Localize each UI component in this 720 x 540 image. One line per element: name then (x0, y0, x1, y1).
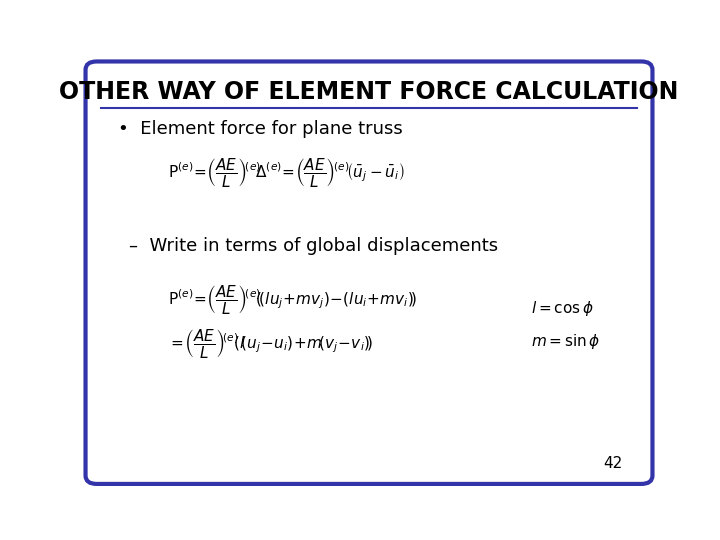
Text: 42: 42 (603, 456, 623, 471)
Text: $l = \cos\phi$: $l = \cos\phi$ (531, 299, 593, 318)
Text: •  Element force for plane truss: • Element force for plane truss (118, 120, 402, 138)
Text: OTHER WAY OF ELEMENT FORCE CALCULATION: OTHER WAY OF ELEMENT FORCE CALCULATION (59, 80, 679, 104)
Text: $=\!\left(\dfrac{AE}{L}\right)^{\!(e)}\!\!\left(l\!\left(u_j\!-\!u_i\right)\!+\!: $=\!\left(\dfrac{AE}{L}\right)^{\!(e)}\!… (168, 327, 374, 360)
Text: $\mathrm{P}^{(e)}\!=\!\left(\dfrac{AE}{L}\right)^{\!(e)}\!\!\Delta^{(e)}\!=\!\le: $\mathrm{P}^{(e)}\!=\!\left(\dfrac{AE}{L… (168, 157, 405, 190)
Text: $\mathrm{P}^{(e)}\!=\!\left(\dfrac{AE}{L}\right)^{\!(e)}\!\!\left(\!\left(lu_j\!: $\mathrm{P}^{(e)}\!=\!\left(\dfrac{AE}{L… (168, 283, 418, 316)
Text: –  Write in terms of global displacements: – Write in terms of global displacements (129, 237, 498, 255)
Text: $m = \sin\phi$: $m = \sin\phi$ (531, 332, 600, 351)
FancyBboxPatch shape (86, 62, 652, 484)
